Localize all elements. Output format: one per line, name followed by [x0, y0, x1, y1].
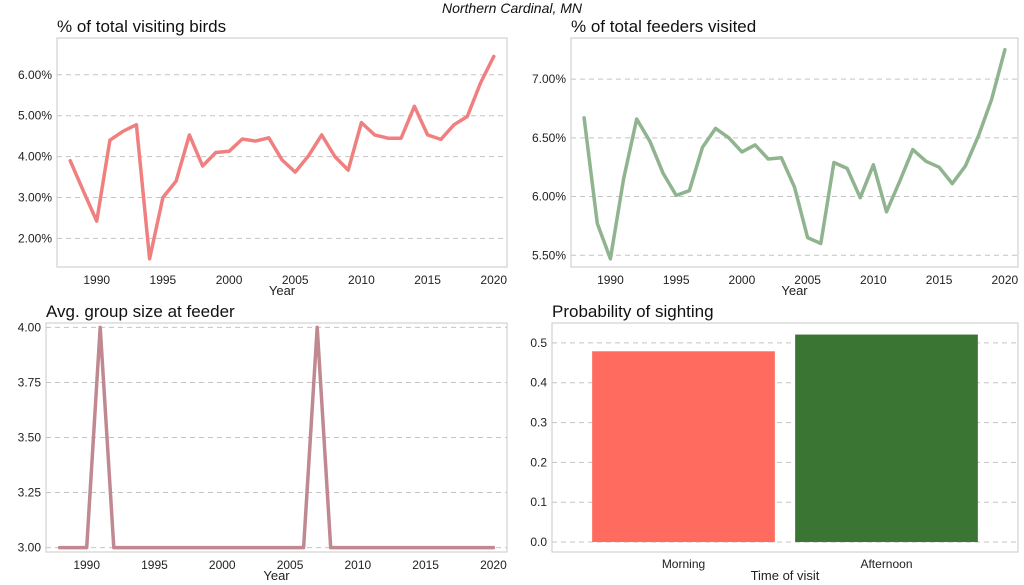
- chart-panel-2: 3.00 3.25 3.50 3.75 4.00 Year 1990 1995 2000 2005…: [18, 320, 508, 583]
- x-axis-label: Year: [269, 283, 296, 298]
- y-tick-label: 2.00%: [18, 231, 52, 245]
- x-tick-label: 2010: [860, 273, 887, 287]
- x-tick-label: 2000: [729, 273, 756, 287]
- y-tick-label: 0.5: [530, 336, 547, 350]
- x-tick-label: 2010: [348, 273, 375, 287]
- x-tick-label: Afternoon: [860, 557, 912, 571]
- x-tick-label: 2015: [412, 558, 439, 572]
- x-tick-label: 2000: [209, 558, 236, 572]
- y-tick-label: 3.25: [18, 486, 42, 500]
- x-axis-label: Time of visit: [751, 568, 820, 583]
- x-tick-label: 2010: [345, 558, 372, 572]
- panel-title-feeders-visited: % of total feeders visited: [571, 17, 757, 36]
- y-tick-label: 0.0: [530, 535, 547, 549]
- chart-panel-1: 5.50% 6.00% 6.50% 7.00% Year 1990 1995 2000 2005…: [532, 37, 1019, 298]
- x-tick-label: 2020: [480, 273, 507, 287]
- y-tick-label: 3.00: [18, 541, 42, 555]
- y-tick-label: 6.00%: [18, 68, 52, 82]
- x-tick-label: 2015: [926, 273, 953, 287]
- x-tick-label: 2000: [216, 273, 243, 287]
- x-tick-label: Morning: [662, 557, 705, 571]
- y-tick-label: 3.00%: [18, 190, 52, 204]
- x-tick-label: 1990: [73, 558, 100, 572]
- x-axis-label: Year: [781, 283, 808, 298]
- y-tick-label: 0.4: [530, 376, 547, 390]
- y-tick-label: 4.00%: [18, 150, 52, 164]
- panel-title-group-size: Avg. group size at feeder: [46, 302, 235, 321]
- plot-frame: [551, 322, 1019, 553]
- x-axis-label: Year: [263, 568, 290, 583]
- series-line: [582, 47, 1007, 261]
- x-tick-label: 1995: [141, 558, 168, 572]
- chart-panel-0: 2.00% 3.00% 4.00% 5.00% 6.00% Year 1990 1995 200…: [18, 37, 508, 298]
- x-tick-label: 2020: [480, 558, 507, 572]
- x-tick-label: 1990: [83, 273, 110, 287]
- y-tick-label: 0.3: [530, 416, 547, 430]
- y-tick-label: 0.1: [530, 495, 547, 509]
- y-tick-label: 3.50: [18, 431, 42, 445]
- x-tick-label: 2005: [277, 558, 304, 572]
- plot-frame: [570, 37, 1019, 268]
- series-line: [68, 54, 496, 261]
- bar-morning: [592, 351, 775, 543]
- panel-title-probability: Probability of sighting: [552, 302, 714, 321]
- y-tick-label: 7.00%: [532, 72, 566, 86]
- x-tick-label: 2020: [992, 273, 1019, 287]
- x-tick-label: 2005: [282, 273, 309, 287]
- figure-title: Northern Cardinal, MN: [441, 0, 583, 16]
- y-tick-label: 6.00%: [532, 190, 566, 204]
- x-tick-label: 1995: [150, 273, 177, 287]
- x-tick-label: 1990: [597, 273, 624, 287]
- plot-frame: [56, 37, 508, 268]
- x-tick-label: 2005: [794, 273, 821, 287]
- y-tick-label: 6.50%: [532, 131, 566, 145]
- y-tick-label: 4.00: [18, 320, 42, 334]
- chart-panel-3: 0.0 0.1 0.2 0.3 0.4 0.5 Time of visit Morning Af…: [530, 322, 1019, 583]
- y-tick-label: 0.2: [530, 455, 547, 469]
- y-tick-label: 5.50%: [532, 248, 566, 262]
- y-tick-label: 3.75: [18, 375, 42, 389]
- x-tick-label: 2015: [414, 273, 441, 287]
- y-tick-label: 5.00%: [18, 109, 52, 123]
- x-tick-label: 1995: [663, 273, 690, 287]
- panel-title-visiting-birds: % of total visiting birds: [57, 17, 227, 36]
- bar-afternoon: [795, 334, 978, 543]
